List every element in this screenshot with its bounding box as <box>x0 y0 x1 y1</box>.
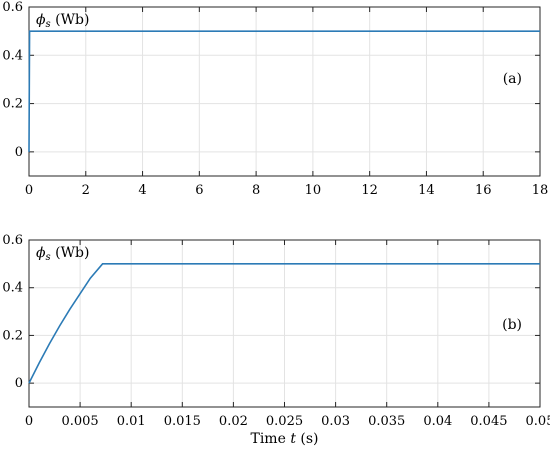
y-label-subscript: s <box>46 252 51 263</box>
x-tick-label: 0.05 <box>526 414 550 429</box>
x-tick-label: 0.03 <box>321 414 350 429</box>
x-label-pre: Time <box>250 431 290 447</box>
x-tick-label: 0.045 <box>470 414 507 429</box>
y-label-symbol: ϕ <box>36 245 46 261</box>
y-tick-label: 0 <box>15 145 23 160</box>
x-tick-label: 6 <box>195 183 203 198</box>
x-label-var: t <box>290 431 296 447</box>
y-tick-label: 0.2 <box>2 97 23 112</box>
x-tick-label: 0 <box>25 414 33 429</box>
y-label-unit: (Wb) <box>51 12 90 28</box>
panel-label: (a) <box>503 71 522 87</box>
x-tick-label: 16 <box>475 183 492 198</box>
x-tick-label: 12 <box>361 183 378 198</box>
y-axis-label: ϕs (Wb) <box>36 245 89 263</box>
series-line <box>28 263 540 384</box>
y-tick-label: 0.4 <box>2 48 23 63</box>
y-tick-label: 0.6 <box>2 233 23 248</box>
x-axis-label: Time t (s) <box>250 431 318 447</box>
x-tick-label: 0.005 <box>61 414 98 429</box>
y-tick-label: 0.4 <box>2 281 23 296</box>
x-tick-label: 14 <box>418 183 435 198</box>
y-tick-label: 0.6 <box>2 0 23 15</box>
y-label-unit: (Wb) <box>51 245 90 261</box>
x-tick-label: 0.035 <box>368 414 405 429</box>
x-tick-label: 18 <box>532 183 549 198</box>
x-tick-label: 10 <box>305 183 322 198</box>
x-tick-label: 0.025 <box>266 414 303 429</box>
x-tick-label: 0.01 <box>117 414 146 429</box>
y-label-subscript: s <box>46 19 51 30</box>
axes-frame <box>28 6 541 177</box>
x-tick-label: 0 <box>25 183 33 198</box>
x-tick-label: 4 <box>138 183 146 198</box>
y-tick-label: 0 <box>15 376 23 391</box>
x-tick-label: 2 <box>82 183 90 198</box>
y-axis-label: ϕs (Wb) <box>36 12 89 30</box>
x-tick-label: 0.02 <box>219 414 248 429</box>
x-tick-label: 0.04 <box>423 414 452 429</box>
chart-panel-a: 0 2 4 6 8 10 12 14 16 18 0 0.2 0.4 0.6 ϕs (Wb) (a) <box>2 0 548 198</box>
y-label-symbol: ϕ <box>36 12 46 28</box>
x-tick-label: 0.015 <box>164 414 201 429</box>
series-line <box>28 30 540 152</box>
x-tick-label: 8 <box>252 183 260 198</box>
chart-panel-b: 0 0.005 0.01 0.015 0.02 0.025 0.03 0.035 0.04 0.0… <box>2 233 550 447</box>
x-label-post: (s) <box>296 431 319 447</box>
y-tick-label: 0.2 <box>2 328 23 343</box>
panel-label: (b) <box>502 317 522 333</box>
